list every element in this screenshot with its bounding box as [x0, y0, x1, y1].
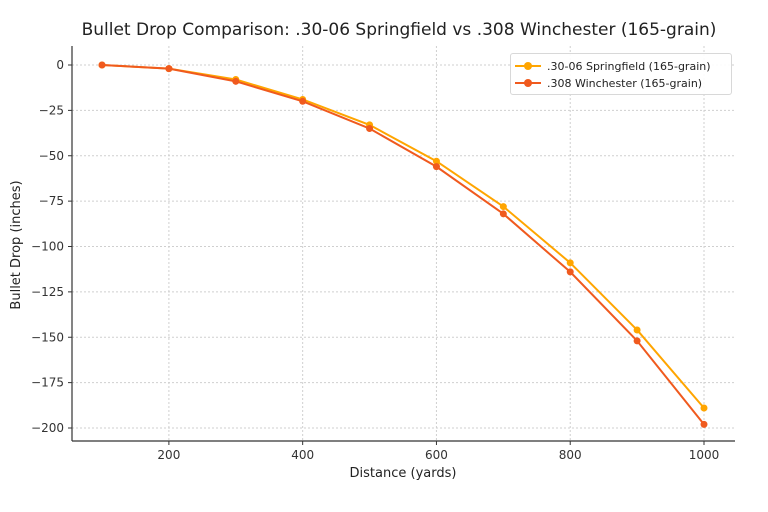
data-point-marker	[432, 157, 440, 165]
x-tick-label: 600	[425, 448, 448, 462]
axes: 200 400 600 800 1000 0 −25 −50 −75 −100 −125 −150 −1…	[31, 46, 735, 462]
series-1	[98, 61, 708, 428]
data-point-marker	[366, 125, 374, 133]
series-line	[101, 64, 705, 409]
x-tick-label: 800	[559, 448, 582, 462]
y-tick-label: 0	[56, 58, 64, 72]
y-tick-label: −50	[39, 149, 64, 163]
data-point-marker	[432, 163, 440, 171]
x-axis-label: Distance (yards)	[350, 466, 457, 481]
x-tick-label: 400	[291, 448, 314, 462]
chart-title: Bullet Drop Comparison: .30-06 Springfie…	[81, 20, 717, 40]
y-axis-label: Bullet Drop (inches)	[9, 180, 24, 309]
data-point-marker	[566, 259, 574, 267]
data-point-marker	[633, 337, 641, 345]
y-tick-label: −100	[31, 240, 64, 254]
series-0	[98, 61, 708, 412]
data-point-marker	[499, 210, 507, 218]
y-tick-label: −75	[39, 194, 64, 208]
x-tick-label: 1000	[689, 448, 720, 462]
data-point-marker	[700, 420, 708, 428]
grid-lines	[72, 46, 735, 441]
data-point-marker	[499, 203, 507, 211]
legend-label: .308 Winchester (165-grain)	[547, 76, 703, 90]
data-point-marker	[700, 404, 708, 412]
legend-item-3006: .30-06 Springfield (165-grain)	[511, 58, 711, 74]
legend: .30-06 Springfield (165-grain) .308 Winc…	[510, 53, 732, 95]
data-point-marker	[98, 61, 106, 69]
legend-label: .30-06 Springfield (165-grain)	[547, 59, 711, 73]
y-tick-label: −25	[39, 103, 64, 117]
legend-item-308: .308 Winchester (165-grain)	[511, 75, 702, 91]
y-tick-label: −200	[31, 421, 64, 435]
data-series	[98, 61, 708, 428]
data-point-marker	[165, 65, 173, 73]
y-tick-label: −175	[31, 376, 64, 390]
x-tick-label: 200	[157, 448, 180, 462]
data-point-marker	[232, 77, 240, 85]
legend-marker-icon	[515, 61, 541, 71]
series-line	[101, 64, 705, 425]
data-point-marker	[299, 97, 307, 105]
data-point-marker	[566, 268, 574, 276]
legend-marker-icon	[515, 78, 541, 88]
data-point-marker	[633, 326, 641, 334]
y-tick-label: −150	[31, 330, 64, 344]
y-tick-label: −125	[31, 285, 64, 299]
